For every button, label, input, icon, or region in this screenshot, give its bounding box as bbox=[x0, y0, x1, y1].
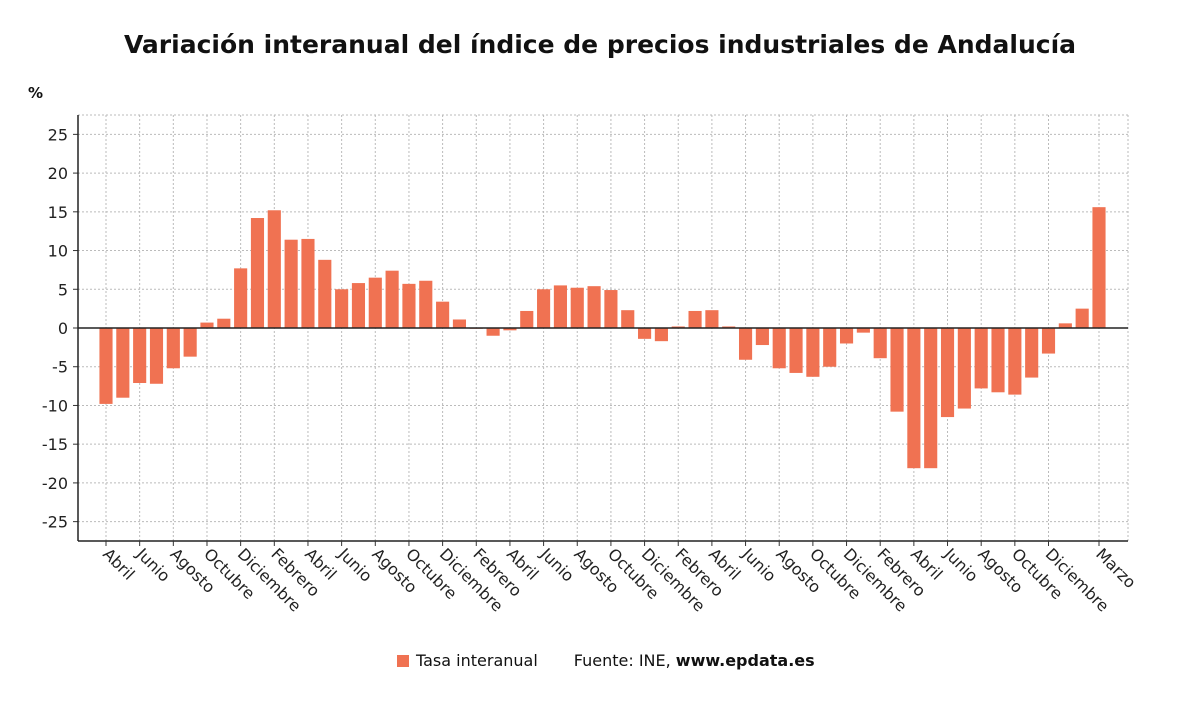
bar bbox=[520, 310, 534, 328]
bar bbox=[99, 328, 113, 404]
bar bbox=[166, 328, 180, 369]
bar bbox=[839, 328, 854, 344]
bar bbox=[335, 289, 349, 328]
y-tick-label: 20 bbox=[48, 164, 68, 183]
bar bbox=[856, 328, 870, 333]
legend-swatch bbox=[397, 654, 409, 667]
bar bbox=[638, 328, 652, 339]
bar bbox=[957, 328, 971, 409]
y-axis-label: % bbox=[28, 84, 44, 102]
bar bbox=[621, 310, 635, 328]
bar bbox=[974, 328, 988, 389]
bar bbox=[133, 328, 147, 383]
bar bbox=[789, 328, 803, 373]
bar bbox=[1041, 328, 1056, 354]
bar bbox=[570, 287, 584, 328]
bar bbox=[722, 326, 736, 328]
y-tick-label: -25 bbox=[42, 513, 68, 532]
bar bbox=[991, 328, 1005, 393]
bars bbox=[99, 207, 1106, 469]
y-tick-label: 25 bbox=[48, 125, 68, 144]
bar bbox=[149, 328, 164, 384]
bar bbox=[705, 310, 719, 328]
bar bbox=[907, 328, 921, 469]
bar bbox=[924, 328, 938, 469]
bar bbox=[234, 268, 248, 328]
bar bbox=[436, 301, 450, 328]
bar bbox=[486, 328, 500, 336]
bar bbox=[890, 328, 904, 412]
bar bbox=[250, 218, 265, 328]
x-tick-label: Junio bbox=[132, 544, 174, 586]
source-prefix: Fuente: INE, bbox=[573, 651, 676, 670]
bar bbox=[537, 289, 551, 328]
bar bbox=[604, 290, 618, 328]
bar bbox=[318, 259, 332, 328]
bar bbox=[873, 328, 887, 359]
axes bbox=[73, 115, 1128, 546]
y-tick-label: 15 bbox=[48, 203, 68, 222]
bar bbox=[402, 283, 416, 328]
bar bbox=[284, 239, 298, 328]
y-tick-label: -15 bbox=[42, 435, 68, 454]
bar bbox=[503, 328, 517, 331]
bar bbox=[217, 318, 231, 328]
y-tick-label: 0 bbox=[58, 319, 68, 338]
bar bbox=[940, 328, 955, 418]
x-tick-label: Junio bbox=[334, 544, 376, 586]
y-tick-label: -5 bbox=[52, 358, 68, 377]
bar bbox=[116, 328, 130, 398]
bar bbox=[654, 328, 668, 342]
bar bbox=[755, 328, 769, 346]
bar bbox=[772, 328, 786, 369]
x-tick-label: Junio bbox=[738, 544, 780, 586]
chart-title: Variación interanual del índice de preci… bbox=[123, 30, 1077, 59]
y-tick-label: 5 bbox=[58, 280, 68, 299]
y-tick-label: -20 bbox=[42, 474, 68, 493]
bar bbox=[351, 283, 366, 328]
bar bbox=[587, 286, 601, 328]
bar bbox=[671, 326, 685, 328]
bar bbox=[267, 210, 281, 328]
bar bbox=[738, 328, 753, 360]
y-tick-label: -10 bbox=[42, 396, 68, 415]
bar bbox=[452, 319, 467, 328]
source-site: www.epdata.es bbox=[675, 651, 815, 670]
x-tick-label: Junio bbox=[536, 544, 578, 586]
legend-label: Tasa interanual bbox=[416, 651, 538, 670]
bar bbox=[301, 238, 315, 328]
bar bbox=[1058, 323, 1072, 328]
bar bbox=[1025, 328, 1039, 378]
bar bbox=[1075, 308, 1089, 328]
source-note: Fuente: INE, www.epdata.es bbox=[574, 651, 815, 670]
bar bbox=[688, 310, 702, 328]
x-tick-label: Marzo bbox=[1092, 544, 1140, 592]
bar bbox=[806, 328, 820, 377]
bar bbox=[1008, 328, 1022, 395]
bar bbox=[183, 328, 197, 357]
bar bbox=[200, 322, 214, 328]
x-tick-label: Abril bbox=[99, 544, 138, 583]
bar bbox=[368, 277, 382, 328]
legend: Tasa interanual Fuente: INE, www.epdata.… bbox=[397, 651, 815, 670]
bar bbox=[823, 328, 837, 367]
bar bbox=[385, 270, 399, 328]
bar bbox=[419, 280, 433, 328]
x-tick-label: Junio bbox=[940, 544, 982, 586]
y-tick-label: 10 bbox=[48, 242, 68, 261]
bar bbox=[553, 285, 567, 328]
bar bbox=[1092, 207, 1106, 328]
